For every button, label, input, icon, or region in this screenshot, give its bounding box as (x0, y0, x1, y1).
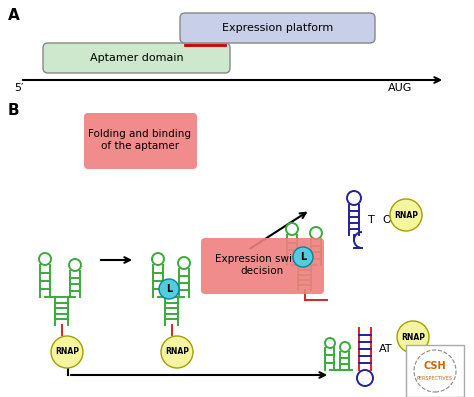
FancyBboxPatch shape (406, 345, 464, 397)
Text: 5′: 5′ (56, 338, 64, 348)
Text: AUG: AUG (388, 83, 412, 93)
Text: RNAP: RNAP (401, 333, 425, 341)
Circle shape (161, 336, 193, 368)
Text: Expression switch
decision: Expression switch decision (215, 254, 309, 276)
Text: L: L (300, 252, 306, 262)
Text: RNAP: RNAP (394, 210, 418, 220)
Text: 5′: 5′ (14, 83, 24, 93)
Text: T: T (368, 215, 375, 225)
Text: PERSPECTIVES: PERSPECTIVES (417, 376, 453, 380)
Text: RNAP: RNAP (165, 347, 189, 357)
Text: Aptamer domain: Aptamer domain (90, 53, 183, 63)
Text: A: A (8, 8, 20, 23)
Circle shape (390, 199, 422, 231)
Text: Folding and binding
of the aptamer: Folding and binding of the aptamer (89, 129, 191, 151)
FancyBboxPatch shape (201, 238, 324, 294)
Text: CSH: CSH (424, 361, 447, 371)
Circle shape (51, 336, 83, 368)
Circle shape (293, 247, 313, 267)
FancyBboxPatch shape (180, 13, 375, 43)
FancyBboxPatch shape (43, 43, 230, 73)
Text: OFF: OFF (382, 215, 403, 225)
Text: L: L (166, 284, 172, 294)
Text: B: B (8, 103, 19, 118)
Text: ON: ON (397, 334, 414, 344)
Text: RNAP: RNAP (55, 347, 79, 357)
Circle shape (397, 321, 429, 353)
Text: AT: AT (379, 344, 392, 354)
Text: Expression platform: Expression platform (222, 23, 333, 33)
Circle shape (159, 279, 179, 299)
FancyBboxPatch shape (84, 113, 197, 169)
